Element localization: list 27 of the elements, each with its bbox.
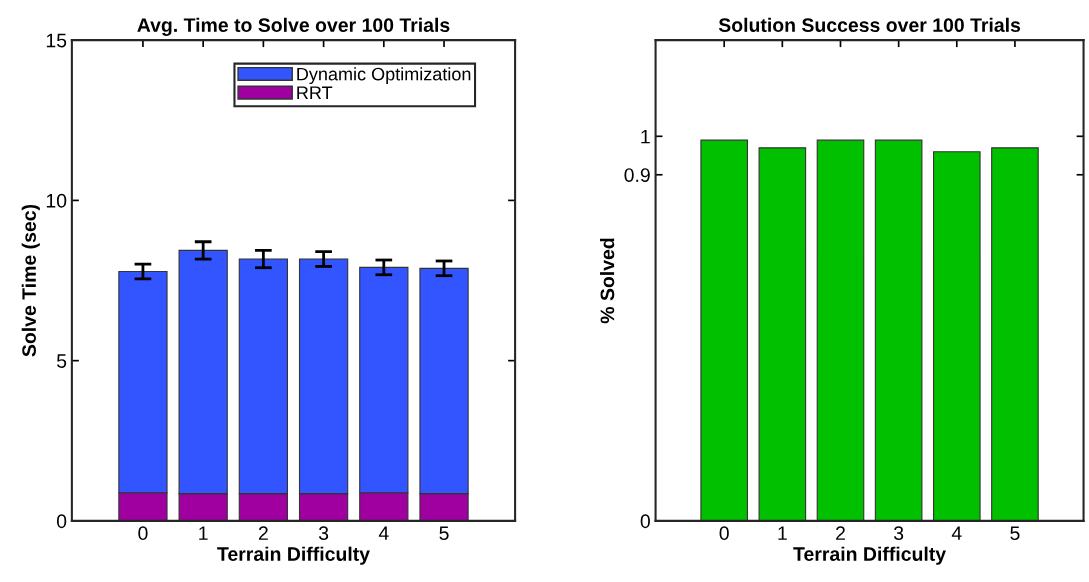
x-tick-label: 0 <box>138 526 148 541</box>
x-tick-label: 2 <box>258 526 268 540</box>
x-tick-label: 5 <box>1010 526 1020 541</box>
x-tick-label: 1 <box>199 526 208 540</box>
x-tick-label: 0 <box>719 526 729 541</box>
chart-title: Avg. Time to Solve over 100 Trials <box>137 17 450 36</box>
x-tick-label: 4 <box>378 526 389 540</box>
y-tick-label: 1 <box>641 129 650 144</box>
y-tick-label: 10 <box>46 193 67 208</box>
x-tick-label: 2 <box>836 526 845 540</box>
x-tick-label: 5 <box>439 526 449 541</box>
y-tick-label: 15 <box>46 33 67 48</box>
y-tick-label: 5 <box>56 354 67 368</box>
y-tick-label: 0 <box>640 514 650 529</box>
y-axis-title: Solve Time (sec) <box>21 204 40 357</box>
x-axis-title: Terrain Difficulty <box>217 546 370 565</box>
legend-label: RRT <box>297 86 333 99</box>
x-tick-label: 4 <box>951 526 962 540</box>
y-tick-label: 0.9 <box>624 168 650 182</box>
x-tick-label: 3 <box>318 526 329 541</box>
x-tick-label: 3 <box>893 526 904 541</box>
x-axis-title: Terrain Difficulty <box>793 546 946 565</box>
legend-label: Dynamic Optimization <box>297 67 471 85</box>
x-tick-label: 1 <box>778 526 787 540</box>
chart-title: Solution Success over 100 Trials <box>718 17 1021 33</box>
y-tick-label: 0 <box>56 514 67 529</box>
y-axis-title: % Solved <box>600 238 615 324</box>
